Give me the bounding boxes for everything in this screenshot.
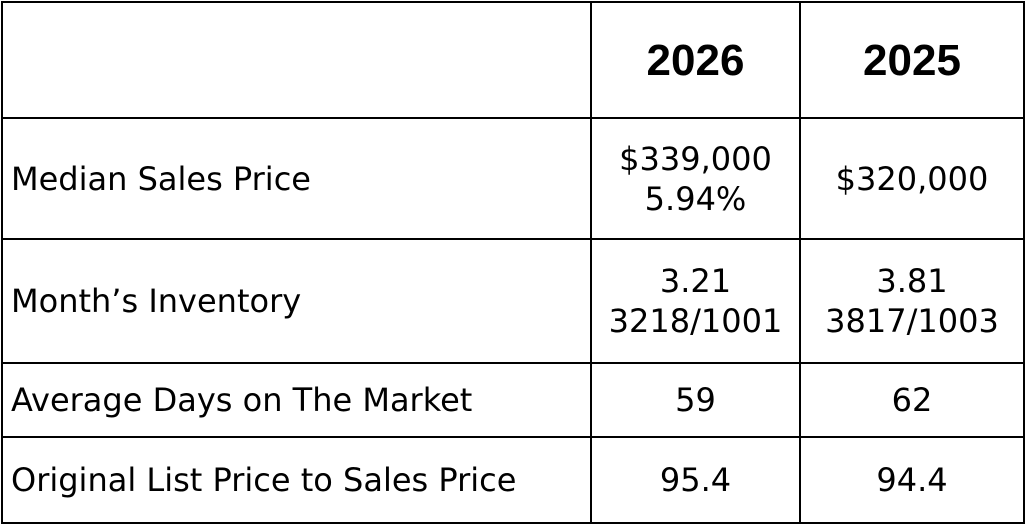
value-line: 3.81 <box>876 262 948 300</box>
value-line: 3.21 <box>659 262 732 300</box>
value-line: 59 <box>675 381 716 419</box>
value-cell: 95.4 <box>590 436 801 524</box>
data-row: Original List Price to Sales Price 95.4 94… <box>1 436 1025 524</box>
header-row: 2026 2025 <box>1 1 1025 119</box>
header-cell: 2026 <box>590 1 801 119</box>
value-cell: 59 <box>590 362 801 438</box>
row-label: Month’s Inventory <box>1 238 592 364</box>
value-line: 95.4 <box>659 461 732 499</box>
value-cell: 3.21 3218/1001 <box>590 238 801 364</box>
value-cell: $320,000 <box>799 117 1025 240</box>
header-cell: 2025 <box>799 1 1025 119</box>
corner-cell <box>1 1 592 119</box>
value-line: 94.4 <box>876 461 948 499</box>
row-label: Original List Price to Sales Price <box>1 436 592 524</box>
value-line: 3218/1001 <box>608 302 783 340</box>
value-cell: 94.4 <box>799 436 1025 524</box>
value-line: $320,000 <box>835 159 989 198</box>
value-cell: 62 <box>799 362 1025 438</box>
value-line: 5.94% <box>644 179 747 218</box>
data-row: Average Days on The Market 59 62 <box>1 362 1025 438</box>
value-line: $339,000 <box>619 139 772 178</box>
data-row: Median Sales Price $339,000 5.94% $320,000 <box>1 117 1025 240</box>
value-cell: $339,000 5.94% <box>590 117 801 240</box>
value-line: 62 <box>891 381 933 419</box>
data-row: Month’s Inventory 3.21 3218/1001 3.81 3817/1… <box>1 238 1025 364</box>
row-label: Median Sales Price <box>1 117 592 240</box>
value-cell: 3.81 3817/1003 <box>799 238 1025 364</box>
value-line: 3817/1003 <box>825 302 999 340</box>
row-label: Average Days on The Market <box>1 362 592 438</box>
